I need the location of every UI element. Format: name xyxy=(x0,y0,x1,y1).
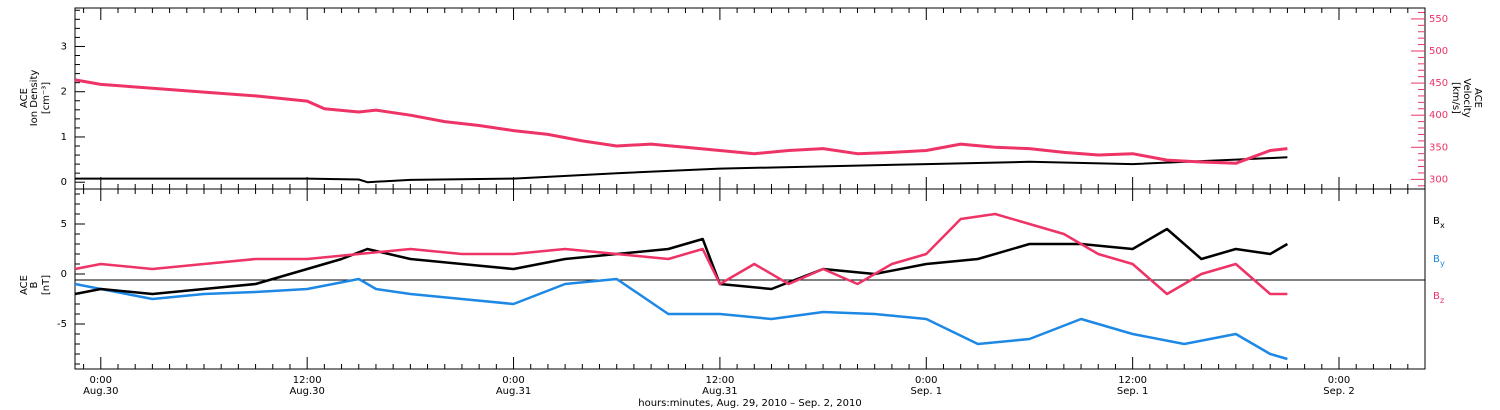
top-right-ylabel-line3: [km/s] xyxy=(1450,82,1461,114)
top-left-ylabel-line1: ACE xyxy=(19,88,30,108)
x-tick-date: Sep. 1 xyxy=(1117,386,1149,397)
legend-bz-sub: z xyxy=(1440,296,1444,305)
legend-by: B y xyxy=(1433,254,1445,268)
top-right-tick-label: 300 xyxy=(1429,174,1448,185)
x-tick-date: Aug.30 xyxy=(289,386,324,397)
top-right-tick-label: 450 xyxy=(1429,78,1448,89)
series-bx xyxy=(74,227,1289,296)
bottom-left-ylabel-line3: [nT] xyxy=(41,275,52,295)
x-tick-time: 0:00 xyxy=(915,375,937,386)
bottom-left-tick-label: 5 xyxy=(61,219,67,230)
legend-bx-sub: x xyxy=(1440,221,1445,230)
top-right-tick-label: 400 xyxy=(1429,110,1448,121)
x-axis-title: hours:minutes, Aug. 29, 2010 – Sep. 2, 2… xyxy=(638,398,861,409)
series-by xyxy=(74,277,1288,361)
top-right-tick-label: 550 xyxy=(1429,14,1448,25)
x-tick-date: Sep. 2 xyxy=(1323,386,1355,397)
top-left-tick-label: 0 xyxy=(61,177,67,188)
x-tick-time: 0:00 xyxy=(502,375,524,386)
top-right-ylabel-line2: Velocity xyxy=(1461,78,1472,117)
bottom-left-tick-label: -5 xyxy=(57,319,67,330)
x-tick-time: 12:00 xyxy=(293,375,322,386)
top-left-ylabel-line2: Ion Density xyxy=(29,70,40,127)
bottom-panel-frame xyxy=(74,188,1426,370)
series-bz xyxy=(74,212,1288,296)
x-tick-date: Sep. 1 xyxy=(910,386,942,397)
top-left-tick-label: 2 xyxy=(61,87,67,98)
bottom-left-ylabel-line1: ACE xyxy=(19,275,30,295)
legend-bx: B x xyxy=(1433,216,1445,230)
series-velocity xyxy=(74,78,1288,165)
x-tick-time: 12:00 xyxy=(705,375,734,386)
x-tick-date: Aug.31 xyxy=(496,386,531,397)
x-tick-time: 12:00 xyxy=(1118,375,1147,386)
top-right-ylabel-line1: ACE xyxy=(1472,88,1483,108)
legend-by-sub: y xyxy=(1440,259,1445,268)
top-right-tick-label: 350 xyxy=(1429,142,1448,153)
bottom-left-ylabel-line2: B xyxy=(29,281,40,288)
x-tick-time: 0:00 xyxy=(90,375,112,386)
series-ion-density xyxy=(75,156,1288,184)
bottom-left-tick-label: 0 xyxy=(61,269,67,280)
legend-bx-label: B xyxy=(1433,216,1440,227)
x-tick-date: Aug.30 xyxy=(83,386,118,397)
top-right-tick-label: 500 xyxy=(1429,46,1448,57)
legend-by-label: B xyxy=(1433,254,1440,265)
top-left-tick-label: 1 xyxy=(61,132,67,143)
legend-bz-label: B xyxy=(1433,291,1440,302)
x-tick-time: 0:00 xyxy=(1328,375,1350,386)
top-left-ylabel-line3: [cm⁻³] xyxy=(41,82,52,114)
legend-bz: B z xyxy=(1433,291,1444,305)
x-tick-date: Aug.31 xyxy=(702,386,737,397)
top-left-tick-label: 3 xyxy=(61,41,67,52)
